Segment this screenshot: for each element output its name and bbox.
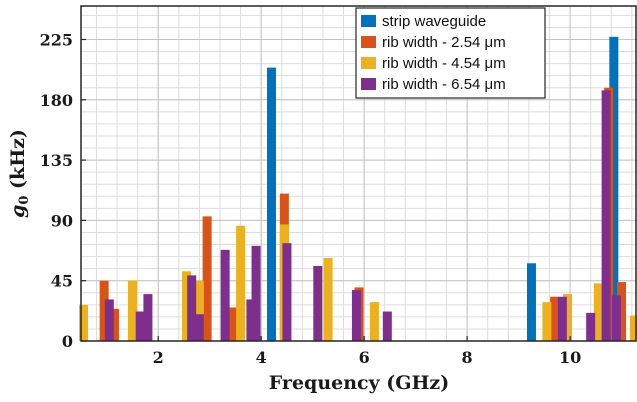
bar-rib-width-2-54-m xyxy=(550,296,560,341)
bar-rib-width-6-54-m xyxy=(187,275,197,341)
y-tick-label: 0 xyxy=(62,332,73,351)
bar-rib-width-4-54-m xyxy=(593,283,603,341)
x-tick-label: 4 xyxy=(256,348,267,367)
bar-rib-width-4-54-m xyxy=(194,280,204,341)
legend-swatch-strip-waveguide xyxy=(361,15,376,27)
y-axis-subscript: 0 xyxy=(17,196,32,205)
bar-rib-width-4-54-m xyxy=(323,257,333,341)
bar-rib-width-4-54-m xyxy=(563,294,572,341)
bar-rib-width-6-54-m xyxy=(313,265,323,341)
bar-rib-width-6-54-m xyxy=(601,90,611,341)
bar-rib-width-2-54-m xyxy=(617,282,627,341)
bar-rib-width-4-54-m xyxy=(236,225,246,341)
bar-rib-width-2-54-m xyxy=(109,308,119,341)
ticks-layer: 2 4 6 8 10 0 45 90 135 180 225 xyxy=(40,31,582,368)
bar-rib-width-6-54-m xyxy=(382,311,392,341)
y-tick-label: 225 xyxy=(40,31,73,50)
legend-swatch-rib-width-4-54-m xyxy=(361,57,376,69)
legend-swatch-rib-width-6-54-m xyxy=(361,78,376,90)
x-tick-label: 6 xyxy=(359,348,370,367)
legend-label-strip-waveguide: strip waveguide xyxy=(382,13,486,30)
bar-rib-width-6-54-m xyxy=(246,299,256,341)
bar-rib-width-6-54-m xyxy=(557,296,567,341)
plot-frame xyxy=(80,5,637,342)
bar-rib-width-6-54-m xyxy=(220,249,230,341)
x-tick-label: 10 xyxy=(559,348,581,367)
x-tick-label: 2 xyxy=(153,348,164,367)
bar-rib-width-6-54-m xyxy=(351,290,361,341)
bar-rib-width-6-54-m xyxy=(104,299,114,341)
bar-strip-waveguide xyxy=(266,67,276,341)
legend-box xyxy=(355,7,546,99)
bars-layer xyxy=(79,36,637,342)
legend-label-rib-width-2-54-m: rib width - 2.54 μm xyxy=(382,34,506,51)
y-tick-label: 90 xyxy=(51,211,73,230)
bar-rib-width-4-54-m xyxy=(127,280,137,341)
legend-label-rib-width-4-54-m: rib width - 4.54 μm xyxy=(382,55,506,72)
bar-rib-width-6-54-m xyxy=(586,312,596,341)
y-axis-title: g0 (kHz) xyxy=(7,129,32,218)
bar-strip-waveguide xyxy=(526,263,536,341)
bar-rib-width-6-54-m xyxy=(282,243,292,341)
bar-rib-width-6-54-m xyxy=(251,245,261,341)
y-tick-label: 180 xyxy=(40,91,73,110)
bar-rib-width-4-54-m xyxy=(79,304,89,341)
bar-rib-width-4-54-m xyxy=(629,315,637,341)
bar-rib-width-4-54-m xyxy=(182,271,192,341)
y-tick-label: 45 xyxy=(51,272,73,291)
bar-rib-width-6-54-m xyxy=(194,314,204,341)
legend-swatch-rib-width-2-54-m xyxy=(361,36,376,48)
y-axis-symbol: g xyxy=(7,205,29,218)
bar-rib-width-6-54-m xyxy=(135,311,145,341)
bar-rib-width-6-54-m xyxy=(611,295,621,341)
legend-label-rib-width-6-54-m: rib width - 6.54 μm xyxy=(382,76,506,93)
bar-rib-width-2-54-m xyxy=(228,307,238,341)
y-tick-label: 135 xyxy=(40,151,73,170)
x-tick-label: 8 xyxy=(462,348,473,367)
legend: strip waveguide rib width - 2.54 μm rib wi… xyxy=(355,7,546,99)
bar-rib-width-4-54-m xyxy=(542,302,552,341)
bar-rib-width-2-54-m xyxy=(99,280,109,341)
x-axis-title: Frequency (GHz) xyxy=(269,372,449,394)
bar-rib-width-2-54-m xyxy=(202,216,212,341)
bar-rib-width-4-54-m xyxy=(369,302,379,341)
bar-strip-waveguide xyxy=(609,36,619,341)
bar-rib-width-6-54-m xyxy=(143,294,153,341)
y-axis-unit: (kHz) xyxy=(7,129,29,196)
